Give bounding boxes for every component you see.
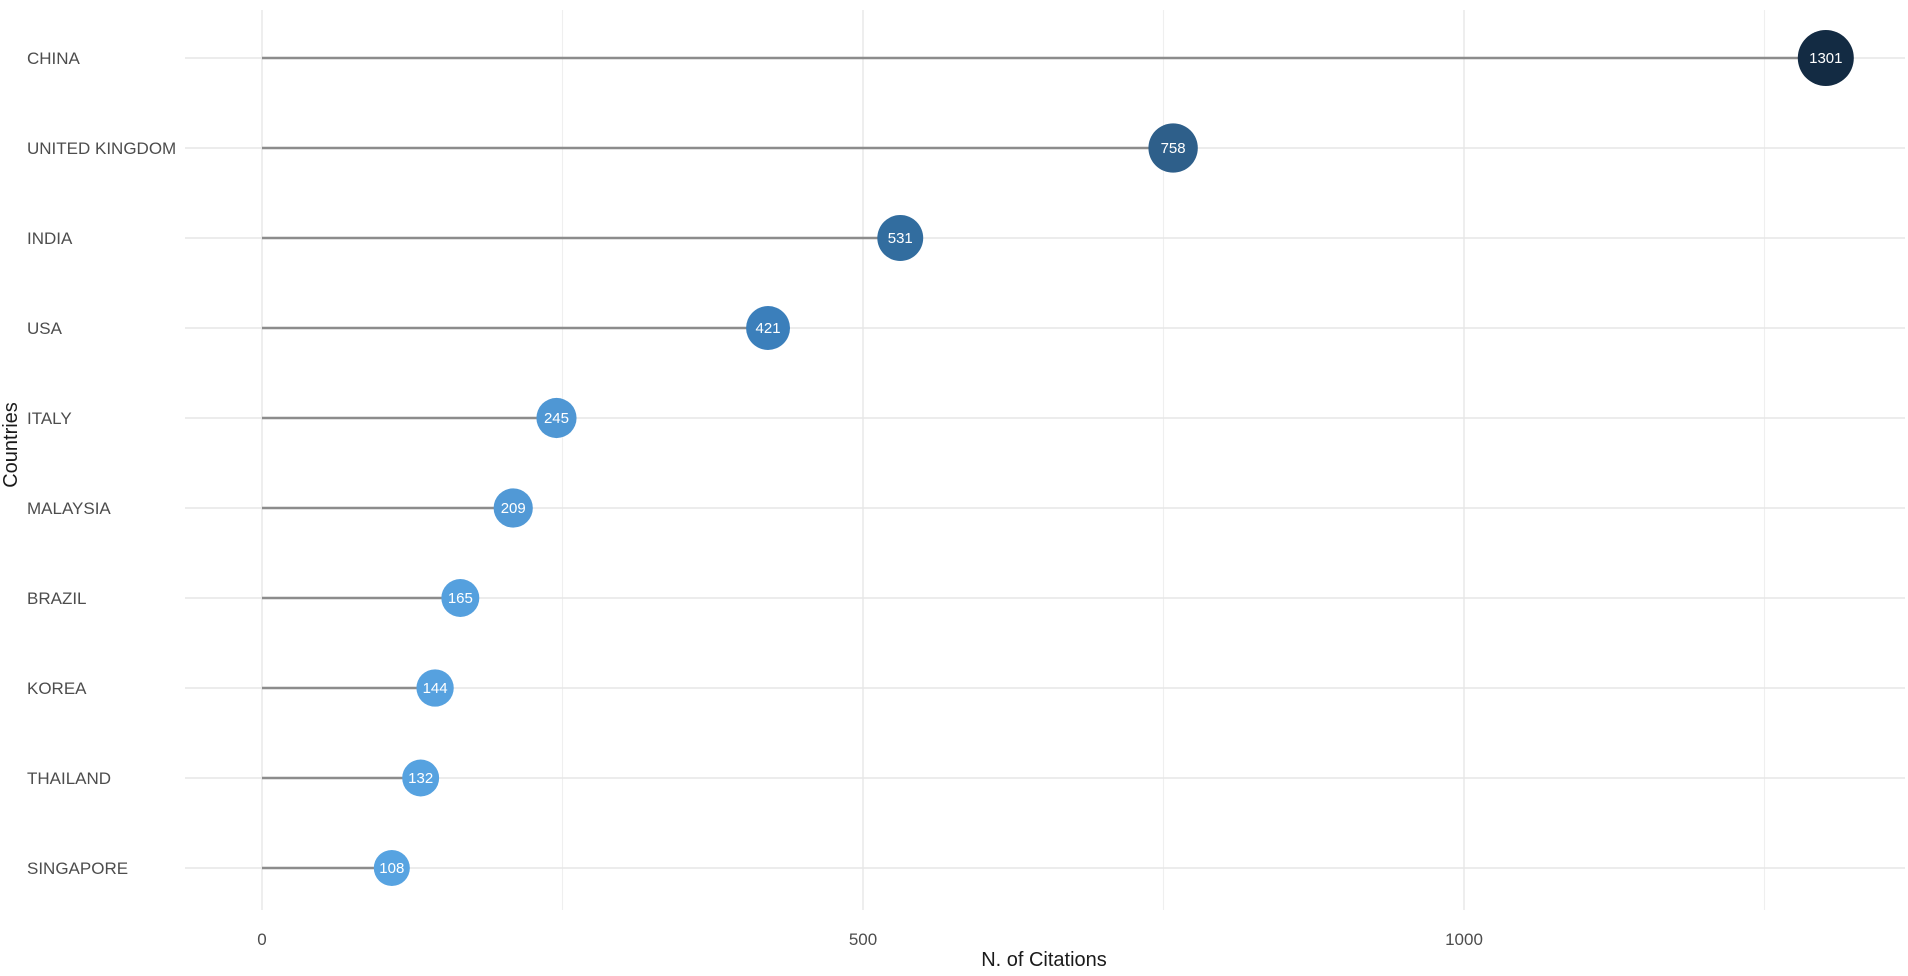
point-value-label: 421 xyxy=(756,320,781,337)
category-label: SINGAPORE xyxy=(27,859,128,878)
lollipop-point xyxy=(877,215,924,261)
lollipop-point xyxy=(441,579,480,617)
y-axis-category-labels: CHINA UNITED KINGDOM INDIA USA ITALY MALAYSIA… xyxy=(27,49,176,878)
x-axis-title: N. of Citations xyxy=(981,949,1107,971)
lollipop-point xyxy=(536,397,577,439)
point-value-label: 209 xyxy=(501,500,526,517)
lollipop-point xyxy=(373,849,410,887)
category-label: KOREA xyxy=(27,679,87,698)
point-value-label: 1301 xyxy=(1809,50,1842,67)
category-label: THAILAND xyxy=(27,769,111,788)
point-value-label: 165 xyxy=(448,590,473,607)
point-value-label: 108 xyxy=(379,860,404,877)
category-label: MALAYSIA xyxy=(27,499,111,518)
point-value-label: 132 xyxy=(408,770,433,787)
category-label: INDIA xyxy=(27,229,73,248)
category-label: BRAZIL xyxy=(27,589,87,608)
category-label: CHINA xyxy=(27,49,81,68)
lollipop-point xyxy=(746,306,791,350)
point-value-label: 531 xyxy=(888,230,913,247)
lollipop-point xyxy=(416,669,454,707)
category-label: UNITED KINGDOM xyxy=(27,139,176,158)
x-tick-label: 1000 xyxy=(1445,930,1483,949)
point-value-label: 144 xyxy=(423,680,448,697)
lollipop-point xyxy=(1797,30,1854,86)
x-tick-label: 500 xyxy=(849,930,877,949)
x-tick-label: 0 xyxy=(257,930,266,949)
category-label: ITALY xyxy=(27,409,72,428)
point-value-label: 758 xyxy=(1161,140,1186,157)
lollipop-point xyxy=(402,759,440,797)
lollipop-stems xyxy=(262,56,1826,870)
y-axis-title: Countries xyxy=(0,402,22,488)
grid-lines xyxy=(185,10,1905,910)
x-axis-tick-labels: 0 500 1000 xyxy=(257,930,1483,949)
point-value-label: 245 xyxy=(544,410,569,427)
lollipop-point xyxy=(1148,123,1198,173)
lollipop-point xyxy=(493,488,533,528)
lollipop-points: 1301 758 531 421 245 209 165 144 132 108 xyxy=(373,30,1854,887)
category-label: USA xyxy=(27,319,63,338)
